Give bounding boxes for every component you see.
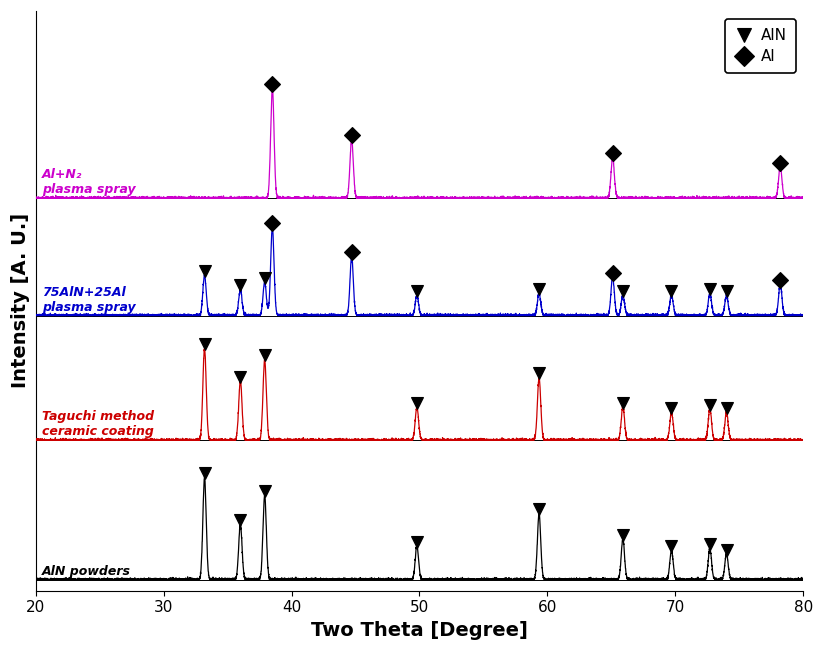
Text: Taguchi method
ceramic coating: Taguchi method ceramic coating	[42, 410, 154, 438]
Text: Al+N₂
plasma spray: Al+N₂ plasma spray	[42, 169, 136, 197]
Text: 75AlN+25Al
plasma spray: 75AlN+25Al plasma spray	[42, 286, 136, 314]
Text: AlN powders: AlN powders	[42, 565, 131, 578]
Legend: AlN, Al: AlN, Al	[725, 19, 796, 73]
X-axis label: Two Theta [Degree]: Two Theta [Degree]	[311, 621, 528, 640]
Y-axis label: Intensity [A. U.]: Intensity [A. U.]	[11, 214, 30, 389]
